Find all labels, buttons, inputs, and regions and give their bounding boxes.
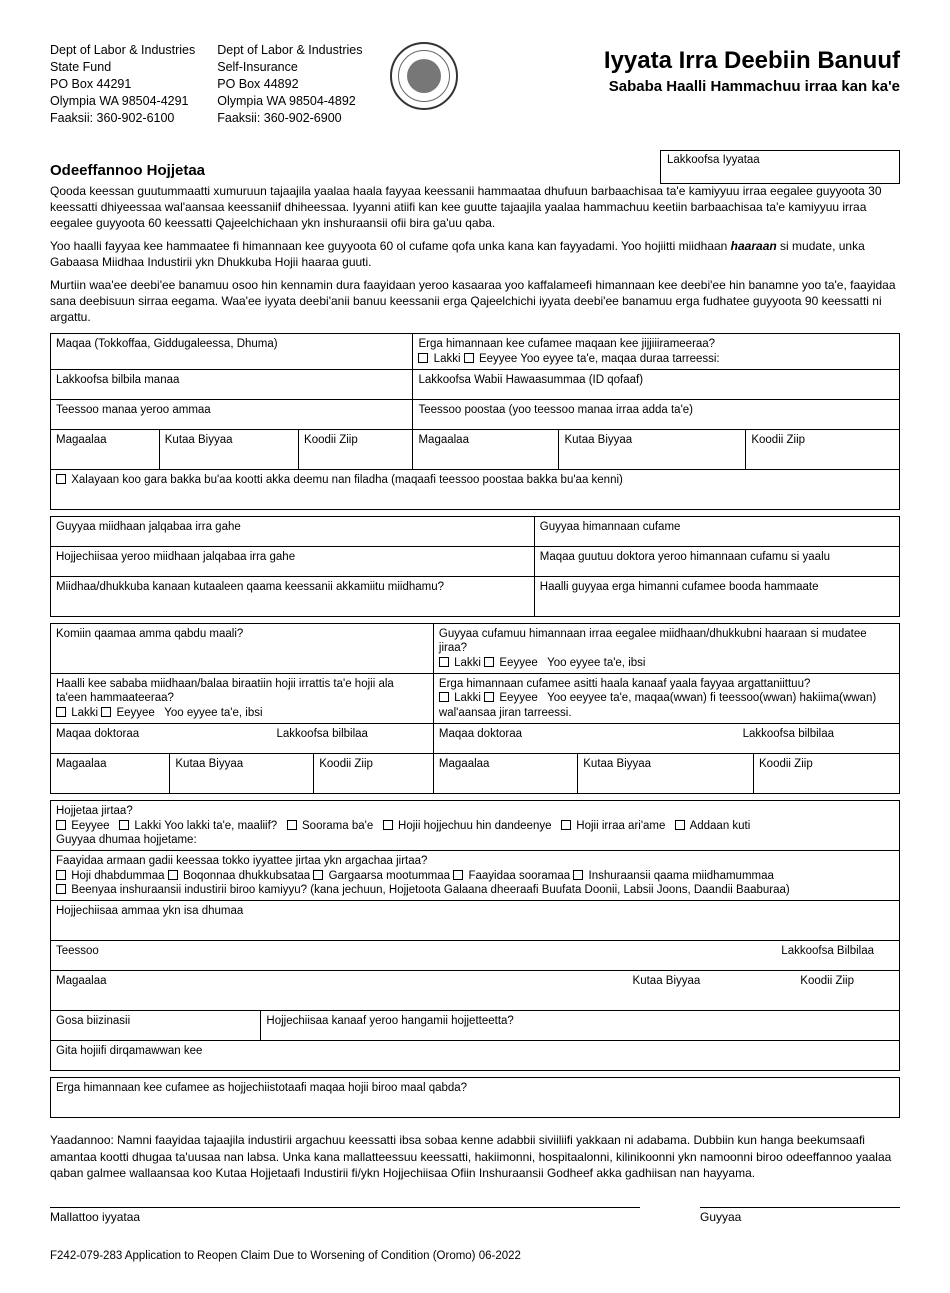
field-ssn[interactable]: Lakkoofsa Wabii Hawaasummaa (ID qofaaf) xyxy=(413,369,900,399)
signature-applicant[interactable]: Mallattoo iyyataa xyxy=(50,1207,640,1225)
field-mail-address[interactable]: Teessoo poostaa (yoo teessoo manaa irraa… xyxy=(413,399,900,429)
field-worsened[interactable]: Haalli guyyaa erga himanni cufamee booda… xyxy=(534,576,899,616)
state-seal xyxy=(384,42,464,126)
field-benefits[interactable]: Faayidaa armaan gadii keessaa tokko iyya… xyxy=(51,851,900,901)
field-zip-r2[interactable]: Koodii Ziip xyxy=(754,754,900,794)
field-employer-injury[interactable]: Hojjechiisaa yeroo miidhaan jalqabaa irr… xyxy=(51,546,535,576)
checkbox[interactable] xyxy=(56,870,66,880)
field-home-phone[interactable]: Lakkoofsa bilbila manaa xyxy=(51,369,413,399)
form-table-4: Hojjetaa jirtaa? Eeyyee Lakki Yoo lakki … xyxy=(50,800,900,1071)
address-self-insurance: Dept of Labor & Industries Self-Insuranc… xyxy=(217,42,362,126)
field-working[interactable]: Hojjetaa jirtaa? Eeyyee Lakki Yoo lakki … xyxy=(51,801,900,851)
checkbox[interactable] xyxy=(56,707,66,717)
field-state-l2[interactable]: Kutaa Biyyaa xyxy=(170,754,314,794)
field-city-r2[interactable]: Magaalaa xyxy=(433,754,577,794)
section-title-worker: Odeeffannoo Hojjetaa xyxy=(50,162,640,181)
field-biz-type[interactable]: Gosa biizinasii xyxy=(51,1011,261,1041)
form-table-5: Erga himannaan kee cufamee as hojjechiis… xyxy=(50,1077,900,1118)
field-other-employers[interactable]: Erga himannaan kee cufamee as hojjechiis… xyxy=(51,1078,900,1118)
checkbox[interactable] xyxy=(464,353,474,363)
signature-date[interactable]: Guyyaa xyxy=(700,1207,900,1225)
checkbox[interactable] xyxy=(439,657,449,667)
form-footer: F242-079-283 Application to Reopen Claim… xyxy=(50,1249,900,1263)
checkbox[interactable] xyxy=(561,820,571,830)
form-title-block: Iyyata Irra Deebiin Banuuf Sababa Haalli… xyxy=(486,42,900,126)
field-treatment[interactable]: Erga himannaan cufamee asitti haala kana… xyxy=(433,674,899,724)
checkbox[interactable] xyxy=(101,707,111,717)
field-doctor-closed[interactable]: Maqaa guutuu doktora yeroo himannaan cuf… xyxy=(534,546,899,576)
field-state-r[interactable]: Kutaa Biyyaa xyxy=(559,429,746,469)
checkbox[interactable] xyxy=(56,820,66,830)
field-doctor-r[interactable]: Maqaa doktoraa Lakkoofsa bilbilaa xyxy=(433,724,899,754)
checkbox[interactable] xyxy=(119,820,129,830)
field-current-employer[interactable]: Hojjechiisaa ammaa ykn isa dhumaa xyxy=(51,901,900,941)
form-table-2: Guyyaa miidhaan jalqabaa irra gahe Guyya… xyxy=(50,516,900,617)
checkbox[interactable] xyxy=(484,692,494,702)
checkbox[interactable] xyxy=(313,870,323,880)
checkbox[interactable] xyxy=(675,820,685,830)
address-state-fund: Dept of Labor & Industries State Fund PO… xyxy=(50,42,195,126)
checkbox[interactable] xyxy=(383,820,393,830)
field-city-r[interactable]: Magaalaa xyxy=(413,429,559,469)
form-table-3: Komiin qaamaa amma qabdu maali? Guyyaa c… xyxy=(50,623,900,794)
field-off-work[interactable]: Haalli kee sababa miidhaan/balaa biraati… xyxy=(51,674,434,724)
intro-text: Qooda keessan guutummaatti xumuruun taja… xyxy=(50,184,900,325)
field-body-part[interactable]: Miidhaa/dhukkuba kanaan kutaaleen qaama … xyxy=(51,576,535,616)
claim-number-field[interactable]: Lakkoofsa Iyyataa xyxy=(660,150,900,184)
field-date-closed[interactable]: Guyyaa himannaan cufame xyxy=(534,516,899,546)
checkbox[interactable] xyxy=(56,884,66,894)
checkbox[interactable] xyxy=(418,353,428,363)
field-city-l2[interactable]: Magaalaa xyxy=(51,754,170,794)
checkbox[interactable] xyxy=(573,870,583,880)
field-state-l[interactable]: Kutaa Biyyaa xyxy=(159,429,298,469)
form-table: Maqaa (Tokkoffaa, Giddugaleessa, Dhuma) … xyxy=(50,333,900,510)
field-profit-place[interactable]: Xalayaan koo gara bakka bu'aa kootti akk… xyxy=(51,469,900,509)
field-city-l[interactable]: Magaalaa xyxy=(51,429,160,469)
field-date-injury[interactable]: Guyyaa miidhaan jalqabaa irra gahe xyxy=(51,516,535,546)
form-subtitle: Sababa Haalli Hammachuu irraa kan ka'e xyxy=(486,78,900,97)
field-zip-r[interactable]: Koodii Ziip xyxy=(746,429,900,469)
field-zip-l[interactable]: Koodii Ziip xyxy=(299,429,413,469)
checkbox[interactable] xyxy=(168,870,178,880)
field-new-injury[interactable]: Guyyaa cufamuu himannaan irraa eegalee m… xyxy=(433,623,899,673)
field-complaint[interactable]: Komiin qaamaa amma qabdu maali? xyxy=(51,623,434,673)
signature-row: Mallattoo iyyataa Guyyaa xyxy=(50,1207,900,1225)
checkbox[interactable] xyxy=(484,657,494,667)
header: Dept of Labor & Industries State Fund PO… xyxy=(50,42,900,126)
field-doctor-l[interactable]: Maqaa doktoraa Lakkoofsa bilbilaa xyxy=(51,724,434,754)
checkbox[interactable] xyxy=(439,692,449,702)
field-home-address[interactable]: Teessoo manaa yeroo ammaa xyxy=(51,399,413,429)
checkbox[interactable] xyxy=(287,820,297,830)
field-name[interactable]: Maqaa (Tokkoffaa, Giddugaleessa, Dhuma) xyxy=(51,334,413,370)
form-title: Iyyata Irra Deebiin Banuuf xyxy=(486,46,900,76)
field-employer-address[interactable]: Teessoo Lakkoofsa Bilbilaa xyxy=(51,941,900,971)
field-name-change[interactable]: Erga himannaan kee cufamee maqaan kee ji… xyxy=(413,334,900,370)
field-employer-csz[interactable]: Magaalaa Koodii Ziip Kutaa Biyyaa xyxy=(51,971,900,1011)
field-how-long[interactable]: Hojjechiisaa kanaaf yeroo hangamii hojje… xyxy=(261,1011,900,1041)
notice-text: Yaadannoo: Namni faayidaa tajaajila indu… xyxy=(50,1132,900,1181)
field-zip-l2[interactable]: Koodii Ziip xyxy=(314,754,434,794)
checkbox[interactable] xyxy=(56,474,66,484)
field-state-r2[interactable]: Kutaa Biyyaa xyxy=(578,754,754,794)
field-job-title[interactable]: Gita hojiifi dirqamawwan kee xyxy=(51,1041,900,1071)
checkbox[interactable] xyxy=(453,870,463,880)
